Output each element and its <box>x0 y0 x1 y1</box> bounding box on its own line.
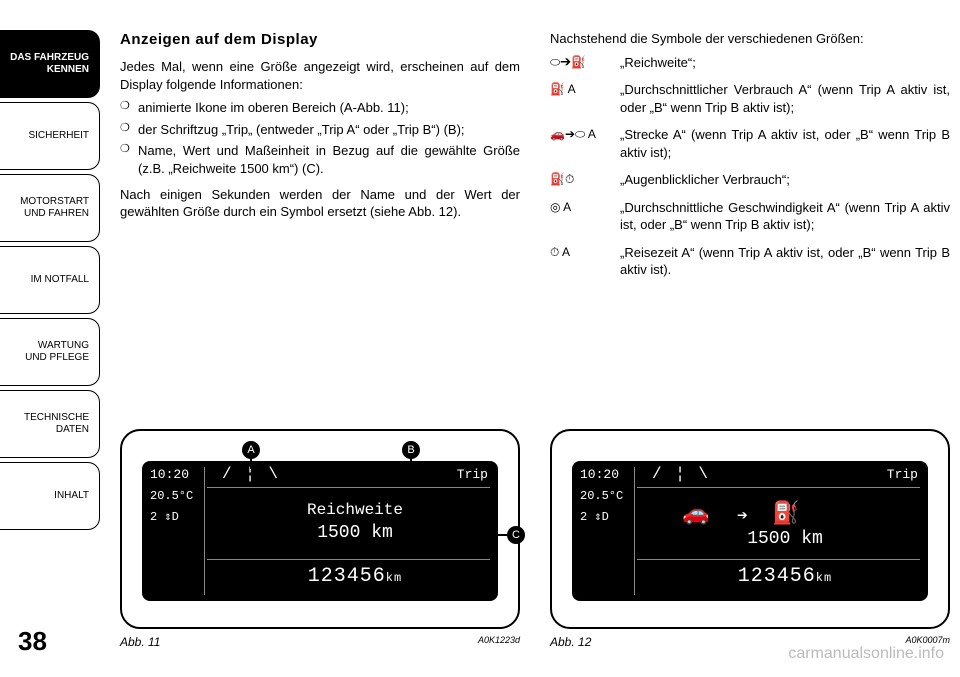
clock-value: 10:20 <box>150 467 189 482</box>
avg-speed-icon: ◎ A <box>550 199 620 244</box>
display-screen: 10:20 / ¦ \ Trip 20.5°C 2 ⇕D 🚗 ➔ ⛽ 1500 … <box>572 461 928 601</box>
tab-label: INHALT <box>54 490 89 502</box>
after-paragraph: Nach einigen Sekunden werden der Name un… <box>120 186 520 221</box>
display-value: 1500 km <box>222 523 488 543</box>
tab-technische-daten[interactable]: TECHNISCHEDATEN <box>0 390 100 458</box>
display-frame: 10:20 / ¦ \ Trip 20.5°C 2 ⇕D Reichweite … <box>120 429 520 629</box>
sidebar-tabs: DAS FAHRZEUGKENNEN SICHERHEIT MOTORSTART… <box>0 0 100 677</box>
watermark: carmanualsonline.info <box>788 645 944 663</box>
arrow-icon: ➔ <box>737 505 748 527</box>
display-value: 1500 km <box>652 529 918 549</box>
symbol-text: „Augenblicklicher Verbrauch“; <box>620 171 950 199</box>
symbol-row: ⛽ A „Durchschnittlicher Verbrauch A“ (we… <box>550 81 950 126</box>
gear-value: 2 ⇕D <box>150 509 179 524</box>
odometer-value: 123456 <box>308 565 386 588</box>
symbols-intro: Nachstehend die Symbole der verschiedene… <box>550 30 950 48</box>
odometer-value: 123456 <box>738 565 816 588</box>
tab-label: WARTUNGUND PFLEGE <box>25 340 89 364</box>
callout-c: C <box>507 526 525 544</box>
right-column: Nachstehend die Symbole der verschiedene… <box>550 30 950 289</box>
divider <box>207 487 490 488</box>
temperature-value: 20.5°C <box>580 489 623 503</box>
left-column: Anzeigen auf dem Display Jedes Mal, wenn… <box>120 30 520 227</box>
figure-code: A0K1223d <box>478 635 520 649</box>
bullet-item: der Schriftzug „Trip„ (entweder „Trip A“… <box>120 121 520 139</box>
distance-icon: 🚗➔⬭ A <box>550 126 620 171</box>
fuel-pump-icon: ⛽ <box>772 501 799 527</box>
symbol-text: „Reichweite“; <box>620 54 950 82</box>
figure-12: 10:20 / ¦ \ Trip 20.5°C 2 ⇕D 🚗 ➔ ⛽ 1500 … <box>550 429 950 649</box>
symbol-list: ⬭➔⛽ „Reichweite“; ⛽ A „Durchschnittliche… <box>550 54 950 289</box>
trip-label: Trip <box>457 467 488 482</box>
tab-label: TECHNISCHEDATEN <box>24 412 89 436</box>
divider <box>637 559 920 560</box>
symbol-text: „Durchschnittliche Geschwindigkeit A“ (w… <box>620 199 950 244</box>
divider <box>204 467 205 595</box>
tab-label: SICHERHEIT <box>28 130 89 142</box>
display-frame: 10:20 / ¦ \ Trip 20.5°C 2 ⇕D 🚗 ➔ ⛽ 1500 … <box>550 429 950 629</box>
callout-line <box>479 534 507 536</box>
symbol-text: „Reisezeit A“ (wenn Trip A aktiv ist, od… <box>620 244 950 289</box>
symbol-row: ⛽⏱ „Augenblicklicher Verbrauch“; <box>550 171 950 199</box>
odometer: 123456km <box>652 565 918 588</box>
tab-wartung-und-pflege[interactable]: WARTUNGUND PFLEGE <box>0 318 100 386</box>
section-heading: Anzeigen auf dem Display <box>120 30 520 50</box>
figure-caption: Abb. 11 <box>120 635 160 649</box>
odometer-unit: km <box>816 571 832 585</box>
tab-motorstart-und-fahren[interactable]: MOTORSTARTUND FAHREN <box>0 174 100 242</box>
trip-label: Trip <box>887 467 918 482</box>
temperature-value: 20.5°C <box>150 489 193 503</box>
display-screen: 10:20 / ¦ \ Trip 20.5°C 2 ⇕D Reichweite … <box>142 461 498 601</box>
trip-time-icon: ⏱ A <box>550 244 620 289</box>
bullet-list: animierte Ikone im oberen Bereich (A-Abb… <box>120 99 520 177</box>
car-icon: 🚗 <box>682 501 709 527</box>
symbol-row: 🚗➔⬭ A „Strecke A“ (wenn Trip A aktiv ist… <box>550 126 950 171</box>
bullet-item: Name, Wert und Maßeinheit in Bezug auf d… <box>120 142 520 177</box>
page-number: 38 <box>18 626 47 657</box>
divider <box>637 487 920 488</box>
gear-value: 2 ⇕D <box>580 509 609 524</box>
tab-das-fahrzeug-kennen[interactable]: DAS FAHRZEUGKENNEN <box>0 30 100 98</box>
avg-consumption-icon: ⛽ A <box>550 81 620 126</box>
symbol-text: „Durchschnittlicher Verbrauch A“ (wenn T… <box>620 81 950 126</box>
tab-sicherheit[interactable]: SICHERHEIT <box>0 102 100 170</box>
callout-a: A <box>242 441 260 459</box>
odometer: 123456km <box>222 565 488 588</box>
odometer-unit: km <box>386 571 402 585</box>
clock-value: 10:20 <box>580 467 619 482</box>
callout-b: B <box>402 441 420 459</box>
bullet-item: animierte Ikone im oberen Bereich (A-Abb… <box>120 99 520 117</box>
figure-caption-row: Abb. 11 A0K1223d <box>120 635 520 649</box>
figure-11: 10:20 / ¦ \ Trip 20.5°C 2 ⇕D Reichweite … <box>120 429 520 649</box>
callout-line <box>410 459 412 469</box>
divider <box>634 467 635 595</box>
tab-im-notfall[interactable]: IM NOTFALL <box>0 246 100 314</box>
tab-label: IM NOTFALL <box>31 274 89 286</box>
symbol-text: „Strecke A“ (wenn Trip A aktiv ist, oder… <box>620 126 950 171</box>
tab-label: MOTORSTARTUND FAHREN <box>20 196 89 220</box>
symbol-row: ⏱ A „Reisezeit A“ (wenn Trip A aktiv ist… <box>550 244 950 289</box>
tab-label: DAS FAHRZEUGKENNEN <box>10 52 89 76</box>
tab-inhalt[interactable]: INHALT <box>0 462 100 530</box>
intro-paragraph: Jedes Mal, wenn eine Größe angezeigt wir… <box>120 58 520 93</box>
figure-caption: Abb. 12 <box>550 635 591 649</box>
display-title: Reichweite <box>222 501 488 519</box>
instant-consumption-icon: ⛽⏱ <box>550 171 620 199</box>
symbol-row: ◎ A „Durchschnittliche Geschwindigkeit A… <box>550 199 950 244</box>
symbol-row: ⬭➔⛽ „Reichweite“; <box>550 54 950 82</box>
divider <box>207 559 490 560</box>
lane-icon: / ¦ \ <box>652 465 710 483</box>
range-icon: ⬭➔⛽ <box>550 54 620 82</box>
callout-line <box>250 459 252 469</box>
